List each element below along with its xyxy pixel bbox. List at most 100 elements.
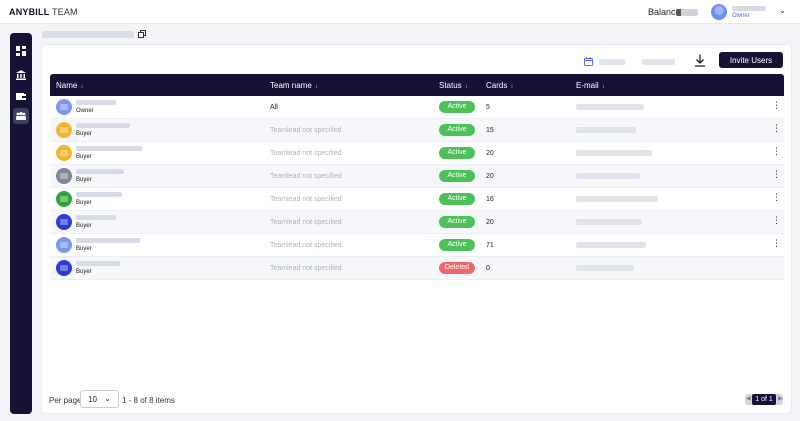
top-bar: ANYBILL TEAM Balance: Owner ⌄ [0,0,800,24]
table-row[interactable]: Buyer Teamlead not specified Deleted 0 [50,257,784,280]
sort-icon: ↕ [601,84,605,90]
cards-count: 20 [486,219,494,226]
email [576,150,652,156]
sidebar [10,33,32,414]
column-header-cards[interactable]: Cards ↕ [486,81,514,90]
copy-icon[interactable] [138,30,146,38]
invite-users-button[interactable]: Invite Users [719,52,783,68]
more-vertical-icon[interactable]: ⋮ [772,123,781,133]
download-icon[interactable] [694,54,706,67]
email [576,173,640,179]
table-row[interactable]: Buyer Teamlead not specified Active 20 ⋮ [50,211,784,234]
team-name: Teamlead not specified [270,219,342,226]
avatar [56,260,72,276]
avatar [56,145,72,161]
date-to[interactable] [642,59,675,65]
sidebar-item-team[interactable] [13,108,29,124]
user-role: Buyer [76,246,92,252]
status-badge: Deleted [439,262,475,274]
chevron-down-icon: ⌄ [104,394,111,403]
more-vertical-icon[interactable]: ⋮ [772,100,781,110]
team-name: Teamlead not specified [270,150,342,157]
status-badge: Active [439,170,475,182]
date-from[interactable] [599,59,625,65]
sort-icon: ↕ [314,84,318,90]
per-page-label: Per page [49,396,82,405]
user-role: Buyer [76,177,92,183]
email [576,265,634,271]
user-name [76,123,130,128]
table-row[interactable]: Owner All Active 5 ⋮ [50,96,784,119]
table-header: Name ↕ Team name ↕ Status ↕ Cards ↕ E-mail ↕ [50,74,784,96]
status-badge: Active [439,193,475,205]
cards-count: 71 [486,242,494,249]
items-count: 1 - 8 of 8 items [122,396,175,405]
cards-count: 16 [486,196,494,203]
team-name: All [270,104,278,111]
brand-suffix: TEAM [51,7,78,17]
email [576,196,658,202]
team-icon [16,112,26,120]
more-vertical-icon[interactable]: ⋮ [772,169,781,179]
table-row[interactable]: Buyer Teamlead not specified Active 20 ⋮ [50,142,784,165]
sidebar-item-bank[interactable] [13,67,29,83]
email [576,127,636,133]
cards-count: 5 [486,104,490,111]
table-row[interactable]: Buyer Teamlead not specified Active 20 ⋮ [50,165,784,188]
chevron-right-icon[interactable]: ▶ [778,396,783,402]
user-role: Buyer [76,131,92,137]
user-name [76,238,140,243]
table-row[interactable]: Buyer Teamlead not specified Active 16 ⋮ [50,188,784,211]
user-name [76,261,120,266]
user-role: Owner [76,108,94,114]
table-row[interactable]: Buyer Teamlead not specified Active 15 ⋮ [50,119,784,142]
balance-label: Balance: [648,7,684,17]
status-badge: Active [439,124,475,136]
calendar-icon[interactable] [584,57,593,66]
more-vertical-icon[interactable]: ⋮ [772,238,781,248]
user-name [76,192,122,197]
avatar [56,99,72,115]
team-name: Teamlead not specified [270,127,342,134]
avatar [56,237,72,253]
user-name [76,169,124,174]
brand-name: ANYBILL [9,7,50,17]
chevron-down-icon[interactable]: ⌄ [779,6,786,15]
user-name [76,215,116,220]
user-role: Buyer [76,154,92,160]
page-indicator: 1 of 1 [752,394,776,405]
cards-count: 20 [486,150,494,157]
user-role: Owner [732,13,750,19]
sidebar-item-wallet[interactable] [13,88,29,104]
more-vertical-icon[interactable]: ⋮ [772,192,781,202]
column-header-email[interactable]: E-mail ↕ [576,81,605,90]
status-badge: Active [439,239,475,251]
cards-count: 20 [486,173,494,180]
sidebar-item-dashboard[interactable] [13,43,29,59]
team-name: Teamlead not specified [270,265,342,272]
team-name: Teamlead not specified [270,242,342,249]
user-role: Buyer [76,269,92,275]
table-row[interactable]: Buyer Teamlead not specified Active 71 ⋮ [50,234,784,257]
bank-icon [16,70,26,80]
status-badge: Active [439,216,475,228]
column-header-team[interactable]: Team name ↕ [270,81,318,90]
avatar[interactable] [711,4,727,20]
more-vertical-icon[interactable]: ⋮ [772,215,781,225]
avatar [56,191,72,207]
breadcrumb [42,31,134,38]
more-vertical-icon[interactable]: ⋮ [772,146,781,156]
per-page-select[interactable]: 10 ⌄ [80,390,119,408]
user-name[interactable] [732,6,766,11]
wallet-icon [16,93,26,100]
status-badge: Active [439,147,475,159]
chevron-left-icon[interactable]: ◀ [746,396,751,402]
email [576,242,646,248]
brand-logo: ANYBILL TEAM [9,7,78,17]
team-name: Teamlead not specified [270,173,342,180]
avatar [56,168,72,184]
pagination: ◀ 1 of 1 ▶ [745,394,783,405]
column-header-name[interactable]: Name ↕ [56,81,84,90]
column-header-status[interactable]: Status ↕ [439,81,468,90]
sort-icon: ↕ [464,84,468,90]
